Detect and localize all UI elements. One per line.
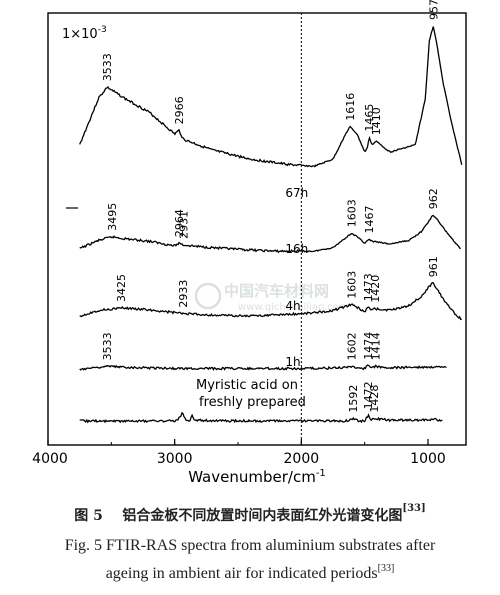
watermark-logo-icon: [194, 282, 222, 310]
peak-label: 3495: [106, 203, 119, 231]
peak-label: 1414: [370, 332, 383, 360]
peak-label: 1472: [362, 381, 375, 409]
peak-label: 3533: [101, 53, 114, 81]
watermark-line1: 中国汽车材料网: [224, 282, 329, 300]
peak-label: 2964: [173, 209, 186, 237]
peak-label: 1602: [346, 332, 359, 360]
x-tick-label: 1000: [410, 451, 446, 467]
peak-label: 2931: [177, 211, 190, 239]
peak-label: 1428: [368, 385, 381, 413]
caption-zh-ref: [33]: [402, 503, 426, 514]
peak-label: 1474: [362, 332, 375, 360]
caption-chinese: 图 5 铝合金板不同放置时间内表面红外光谱变化图[33]: [0, 503, 500, 525]
peak-label: 1420: [369, 275, 382, 303]
scale-label-text: 1×10-3: [62, 25, 107, 42]
x-tick-label: 3000: [157, 451, 193, 467]
series-label: 16h: [285, 242, 308, 256]
peak-label: 2966: [173, 96, 186, 124]
x-axis-title: Wavenumber/cm-1: [188, 468, 326, 486]
series-label: 67h: [285, 186, 308, 200]
series-label: 1h: [285, 355, 300, 369]
caption-zh-text: 铝合金板不同放置时间内表面红外光谱变化图: [122, 508, 403, 524]
peak-label: 3425: [115, 274, 128, 302]
caption-english-line1: Fig. 5 FTIR-RAS spectra from aluminium s…: [64, 537, 436, 554]
x-tick-label: 4000: [32, 451, 68, 467]
peak-label: 1465: [363, 104, 376, 132]
caption-english-line2: ageing in ambient air for indicated peri…: [0, 563, 500, 583]
spectrum-line-2: [79, 282, 462, 321]
spectrum-line-3: [79, 364, 447, 371]
caption-en-ref: [33]: [377, 563, 395, 574]
caption-zh-prefix: 图 5: [74, 508, 103, 524]
series-label: freshly prepared: [199, 395, 306, 410]
peak-label: 1592: [347, 385, 360, 413]
peak-label: 1603: [346, 199, 359, 227]
watermark: 中国汽车材料网 www.qichecailiao.com: [194, 282, 348, 313]
peak-label: 1603: [346, 271, 359, 299]
peak-label: 1467: [363, 206, 376, 234]
peak-label: 1410: [370, 107, 383, 135]
series-label: 4h: [285, 299, 300, 313]
watermark-line2: www.qichecailiao.com: [238, 302, 348, 313]
plot-frame: [47, 12, 467, 446]
caption-en-text: ageing in ambient air for indicated peri…: [105, 565, 378, 582]
peak-label: 962: [427, 188, 440, 209]
peak-label: 957: [427, 0, 440, 20]
peak-label: 961: [427, 256, 440, 277]
spectrum-line-0: [79, 26, 463, 168]
peak-label: 2933: [177, 280, 190, 308]
peak-label: 1616: [344, 93, 357, 121]
spectrum-line-4: [79, 411, 443, 424]
peak-label: 3533: [101, 332, 114, 360]
peak-label: 1473: [362, 273, 375, 301]
spectrum-line-1: [79, 214, 462, 254]
ftir-spectra-chart: 中国汽车材料网 www.qichecailiao.com 4000 3000 200…: [32, 0, 467, 486]
series-label: Myristic acid on: [196, 378, 298, 393]
scale-label: 1×10-3: [62, 25, 107, 209]
x-tick-label: 2000: [284, 451, 320, 467]
